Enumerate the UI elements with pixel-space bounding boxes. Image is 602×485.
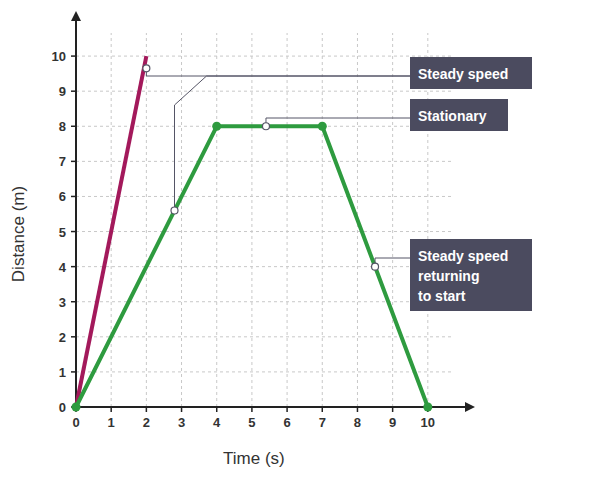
y-tick [71, 55, 76, 57]
point [72, 403, 81, 412]
x-tick [181, 407, 183, 412]
annotation-connector [175, 76, 410, 210]
y-tick [71, 266, 76, 268]
y-tick-label: 2 [59, 330, 66, 345]
x-axis-arrow [465, 402, 475, 412]
grid-line [76, 371, 451, 372]
annotation-point [143, 65, 150, 72]
grid-line [216, 33, 217, 407]
y-tick-label: 5 [59, 225, 66, 240]
x-tick [392, 407, 394, 412]
grid-line [251, 33, 252, 407]
annotation-text: Steady speed [418, 248, 508, 264]
grid-line [76, 56, 451, 57]
x-axis-label: Time (s) [223, 449, 285, 468]
y-tick [71, 90, 76, 92]
annotation-point [171, 207, 178, 214]
y-tick-label: 9 [59, 84, 66, 99]
x-tick [110, 407, 112, 412]
annotation-connector [266, 118, 410, 126]
annotation-point [372, 263, 379, 270]
annotation-text: returning [418, 268, 479, 284]
series-line [76, 56, 146, 407]
x-tick-label: 6 [283, 415, 290, 430]
x-tick [216, 407, 218, 412]
point [212, 122, 221, 131]
x-tick [322, 407, 324, 412]
y-tick-label: 0 [59, 400, 66, 415]
y-tick-label: 8 [59, 119, 66, 134]
y-axis [75, 17, 77, 407]
annotation-box [410, 239, 532, 311]
x-tick [357, 407, 359, 412]
y-tick [71, 126, 76, 128]
grid-line [146, 33, 147, 407]
x-tick-label: 0 [72, 415, 79, 430]
x-tick-label: 5 [248, 415, 255, 430]
grid-line [76, 266, 451, 267]
grid-line [76, 161, 451, 162]
y-tick-label: 10 [52, 49, 66, 64]
point [423, 403, 432, 412]
annotation-box [410, 99, 508, 131]
y-tick [71, 301, 76, 303]
y-tick [71, 196, 76, 198]
annotation-text: to start [418, 288, 466, 304]
y-axis-label: Distance (m) [9, 186, 28, 282]
grid-line [427, 33, 428, 407]
annotation-connector [146, 68, 410, 76]
x-tick-label: 4 [213, 415, 221, 430]
grid-line [76, 336, 451, 337]
x-tick [146, 407, 148, 412]
grid-line [322, 33, 323, 407]
x-tick-label: 10 [421, 415, 435, 430]
annotation-connector [375, 258, 410, 267]
grid-line [181, 33, 182, 407]
y-tick [71, 336, 76, 338]
chart: 0 1 2 3 4 5 6 7 8 9 10 0 1 2 3 4 5 6 7 8 9 10 Time (s) Distance… [0, 0, 602, 485]
plot-area [72, 56, 433, 411]
grid-line [76, 231, 451, 232]
y-tick-label: 7 [59, 154, 66, 169]
x-tick [251, 407, 253, 412]
series-line [76, 126, 428, 407]
grid-line [392, 33, 393, 407]
x-tick-label: 3 [178, 415, 185, 430]
x-tick-label: 8 [354, 415, 361, 430]
y-tick-label: 3 [59, 295, 66, 310]
grid-line [76, 196, 451, 197]
annotation-text: Steady speed [418, 66, 508, 82]
y-tick-label: 6 [59, 189, 66, 204]
grid-line [76, 301, 451, 302]
y-tick [71, 371, 76, 373]
y-tick-label: 1 [59, 365, 66, 380]
x-tick-label: 1 [108, 415, 115, 430]
annotation-box [410, 57, 532, 89]
x-tick-label: 2 [143, 415, 150, 430]
y-axis-arrow [71, 11, 81, 21]
x-tick-label: 7 [319, 415, 326, 430]
x-tick-label: 9 [389, 415, 396, 430]
point [318, 122, 327, 131]
x-axis [76, 406, 469, 408]
grid-line [76, 91, 451, 92]
y-tick [71, 161, 76, 163]
y-tick-label: 4 [59, 260, 67, 275]
chart-container: 0 1 2 3 4 5 6 7 8 9 10 0 1 2 3 4 5 6 7 8 9 10 Time (s) Distance… [0, 0, 602, 485]
annotation-point [262, 123, 269, 130]
annotation-text: Stationary [418, 108, 487, 124]
x-tick [286, 407, 288, 412]
y-tick [71, 231, 76, 233]
grid-line [287, 33, 288, 407]
